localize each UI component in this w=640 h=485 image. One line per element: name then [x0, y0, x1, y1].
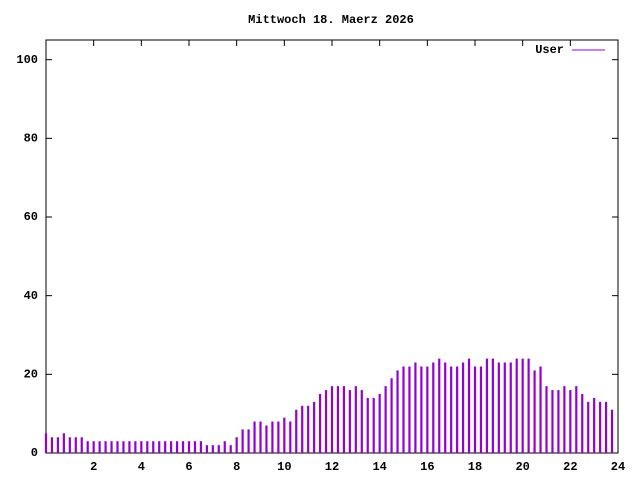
y-tick-label: 0: [31, 446, 38, 460]
y-tick-label: 100: [16, 53, 38, 67]
x-tick-label: 20: [515, 460, 529, 474]
x-tick-label: 6: [185, 460, 192, 474]
x-tick-label: 4: [138, 460, 145, 474]
y-tick-label: 80: [24, 132, 38, 146]
x-tick-label: 2: [90, 460, 97, 474]
x-tick-label: 16: [420, 460, 434, 474]
x-tick-label: 8: [233, 460, 240, 474]
y-tick-label: 20: [24, 368, 38, 382]
legend-label: User: [535, 43, 564, 57]
x-tick-label: 10: [277, 460, 291, 474]
x-tick-label: 22: [563, 460, 577, 474]
x-tick-label: 12: [325, 460, 339, 474]
x-tick-label: 18: [468, 460, 482, 474]
x-tick-label: 24: [611, 460, 625, 474]
x-tick-label: 14: [372, 460, 386, 474]
y-tick-label: 60: [24, 210, 38, 224]
chart-title: Mittwoch 18. Maerz 2026: [248, 13, 414, 27]
y-tick-label: 40: [24, 289, 38, 303]
